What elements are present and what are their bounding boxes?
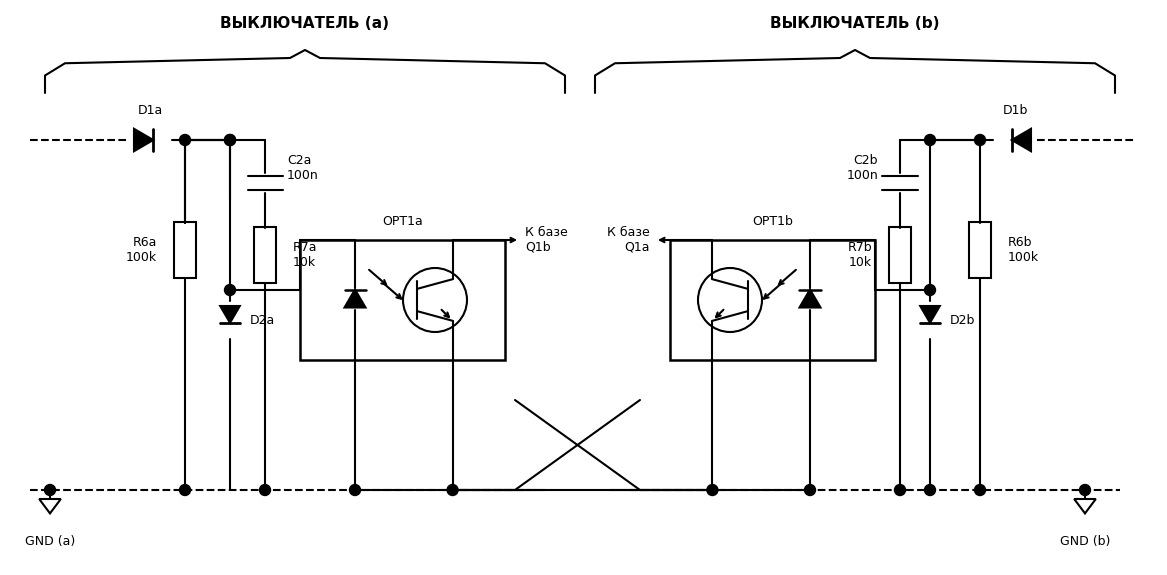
Text: D1b: D1b <box>1002 104 1028 117</box>
Polygon shape <box>921 306 939 323</box>
Circle shape <box>974 135 985 145</box>
Text: D2b: D2b <box>950 313 976 327</box>
Text: R7b
10k: R7b 10k <box>847 241 872 269</box>
Text: ВЫКЛЮЧАТЕЛЬ (a): ВЫКЛЮЧАТЕЛЬ (a) <box>221 16 390 30</box>
Circle shape <box>224 135 236 145</box>
Circle shape <box>894 485 906 496</box>
Polygon shape <box>221 306 239 323</box>
Circle shape <box>180 135 190 145</box>
Circle shape <box>924 485 936 496</box>
Text: R6a
100k: R6a 100k <box>126 236 158 264</box>
Polygon shape <box>1012 129 1030 151</box>
Circle shape <box>349 485 361 496</box>
Text: GND (b): GND (b) <box>1060 535 1110 548</box>
Circle shape <box>924 135 936 145</box>
Circle shape <box>259 485 271 496</box>
Text: C2b
100n: C2b 100n <box>846 154 878 182</box>
Text: R6b
100k: R6b 100k <box>1008 236 1039 264</box>
Text: ВЫКЛЮЧАТЕЛЬ (b): ВЫКЛЮЧАТЕЛЬ (b) <box>770 16 939 30</box>
Circle shape <box>44 485 56 496</box>
Circle shape <box>924 285 936 296</box>
Text: C2a
100n: C2a 100n <box>287 154 319 182</box>
Polygon shape <box>134 129 153 151</box>
Bar <box>300 240 505 360</box>
Bar <box>254 228 277 282</box>
Circle shape <box>180 485 190 496</box>
Circle shape <box>974 485 985 496</box>
Text: К базе
Q1b: К базе Q1b <box>525 226 568 254</box>
Bar <box>174 223 196 278</box>
Circle shape <box>447 485 459 496</box>
Circle shape <box>707 485 718 496</box>
Circle shape <box>224 135 236 145</box>
Text: D1a: D1a <box>138 104 162 117</box>
Polygon shape <box>344 289 365 308</box>
Text: R7a
10k: R7a 10k <box>293 241 317 269</box>
Text: ОРТ1a: ОРТ1a <box>382 215 422 228</box>
Polygon shape <box>799 289 820 308</box>
Text: GND (a): GND (a) <box>25 535 75 548</box>
Bar <box>969 223 991 278</box>
Text: ОРТ1b: ОРТ1b <box>752 215 792 228</box>
Text: D2a: D2a <box>250 313 275 327</box>
Bar <box>670 240 875 360</box>
Bar <box>889 228 911 282</box>
Circle shape <box>224 285 236 296</box>
Circle shape <box>1079 485 1090 496</box>
Text: К базе
Q1a: К базе Q1a <box>607 226 650 254</box>
Circle shape <box>804 485 816 496</box>
